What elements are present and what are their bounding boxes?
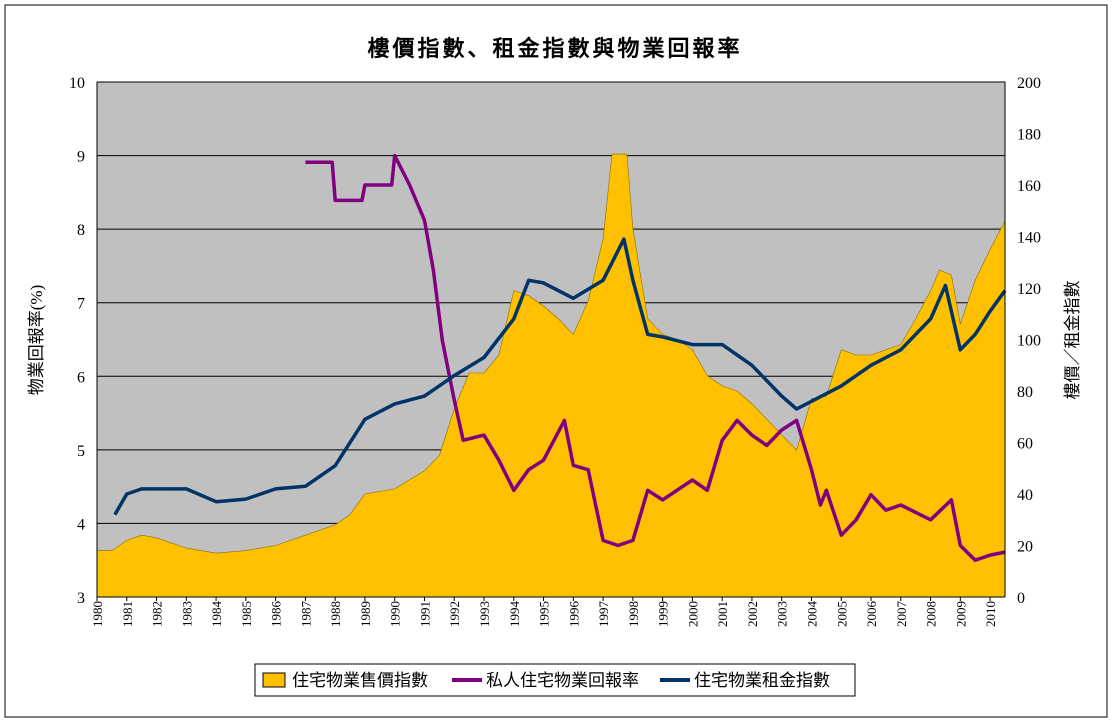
x-tick-label: 1990 [388,601,403,627]
y-right-tick-label: 0 [1017,590,1025,607]
y-axis-right-label: 樓價／租金指數 [1063,281,1082,400]
legend: 住宅物業售價指數 私人住宅物業回報率 住宅物業租金指數 [255,664,855,696]
x-tick-label: 1994 [507,601,522,628]
y-right-tick-label: 80 [1017,384,1033,401]
y-right-tick-label: 40 [1017,487,1033,504]
y-left-tick-label: 5 [77,443,85,460]
x-tick-label: 1989 [358,601,373,627]
y-left-tick-label: 6 [77,369,85,386]
x-tick-label: 2005 [834,601,849,627]
y-left-tick-label: 10 [69,75,85,92]
x-tick-label: 2004 [804,601,819,628]
x-tick-label: 1984 [209,601,224,628]
x-tick-label: 1995 [537,601,552,627]
x-tick-label: 2000 [685,601,700,627]
y-left-tick-label: 3 [77,590,85,607]
legend-swatch-price [263,673,285,687]
y-right-tick-label: 20 [1017,539,1033,556]
x-tick-label: 1998 [626,601,641,627]
chart-title: 樓價指數、租金指數與物業回報率 [367,36,742,61]
x-tick-label: 2001 [715,601,730,627]
y-left-tick-label: 8 [77,222,85,239]
y-left-tick-label: 9 [77,149,85,166]
x-tick-label: 1997 [596,601,611,628]
y-right-tick-label: 140 [1017,230,1041,247]
x-tick-label: 1992 [447,601,462,627]
x-tick-label: 2008 [924,601,939,627]
y-right-tick-label: 100 [1017,333,1041,350]
y-right-tick-label: 60 [1017,436,1033,453]
x-tick-label: 1986 [269,601,284,628]
y-left-tick-label: 7 [77,296,85,313]
x-tick-label: 1991 [417,601,432,627]
legend-label-price: 住宅物業售價指數 [292,671,428,690]
x-tick-label: 1981 [120,601,135,627]
x-tick-label: 1987 [298,601,313,628]
x-tick-label: 1985 [239,601,254,627]
x-tick-label: 2009 [953,601,968,627]
x-tick-label: 2002 [745,601,760,627]
x-tick-label: 1993 [477,601,492,627]
x-tick-label: 1996 [566,601,581,628]
x-tick-label: 2003 [775,601,790,627]
y-right-tick-label: 160 [1017,178,1041,195]
x-tick-label: 1983 [179,601,194,627]
y-right-tick-label: 200 [1017,75,1041,92]
legend-label-yield: 私人住宅物業回報率 [486,671,639,690]
x-tick-label: 1980 [90,601,105,627]
x-tick-label: 2006 [864,601,879,628]
x-tick-label: 1988 [328,601,343,627]
x-tick-label: 2010 [983,601,998,627]
y-axis-left-label: 物業回報率(%) [27,285,46,395]
x-tick-label: 1982 [150,601,165,627]
y-left-tick-label: 4 [77,516,85,533]
x-tick-label: 1999 [656,601,671,627]
y-right-tick-label: 120 [1017,281,1041,298]
x-tick-label: 2007 [894,601,909,628]
legend-label-rent: 住宅物業租金指數 [694,671,830,690]
y-right-tick-label: 180 [1017,127,1041,144]
